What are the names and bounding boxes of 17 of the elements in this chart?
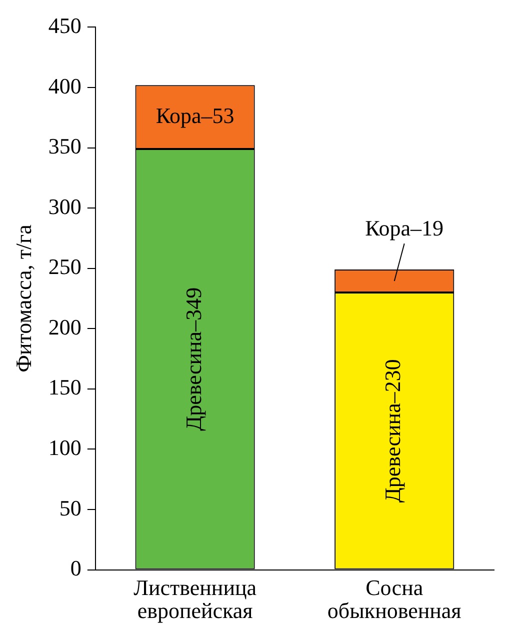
data-label: Кора–53 bbox=[156, 102, 234, 128]
data-label: Древесина–230 bbox=[380, 359, 406, 503]
data-label: Кора–19 bbox=[365, 215, 444, 240]
y-axis-title: Фитомасса, т/га bbox=[10, 224, 36, 372]
y-tick-label: 150 bbox=[48, 374, 82, 400]
y-tick-label: 100 bbox=[48, 435, 82, 460]
y-tick-label: 250 bbox=[48, 254, 82, 280]
y-tick-label: 350 bbox=[48, 134, 82, 159]
y-tick-label: 450 bbox=[48, 12, 82, 38]
x-tick-label: Сосна обыкновенная bbox=[327, 575, 462, 624]
y-tick-label: 0 bbox=[70, 556, 82, 581]
y-tick-label: 200 bbox=[48, 314, 82, 340]
data-label: Древесина–349 bbox=[180, 287, 206, 431]
y-tick-label: 300 bbox=[48, 194, 82, 219]
y-tick-label: 50 bbox=[59, 495, 82, 520]
x-tick-label: Лиственница европейская bbox=[134, 575, 257, 624]
y-tick-label: 400 bbox=[48, 73, 82, 98]
